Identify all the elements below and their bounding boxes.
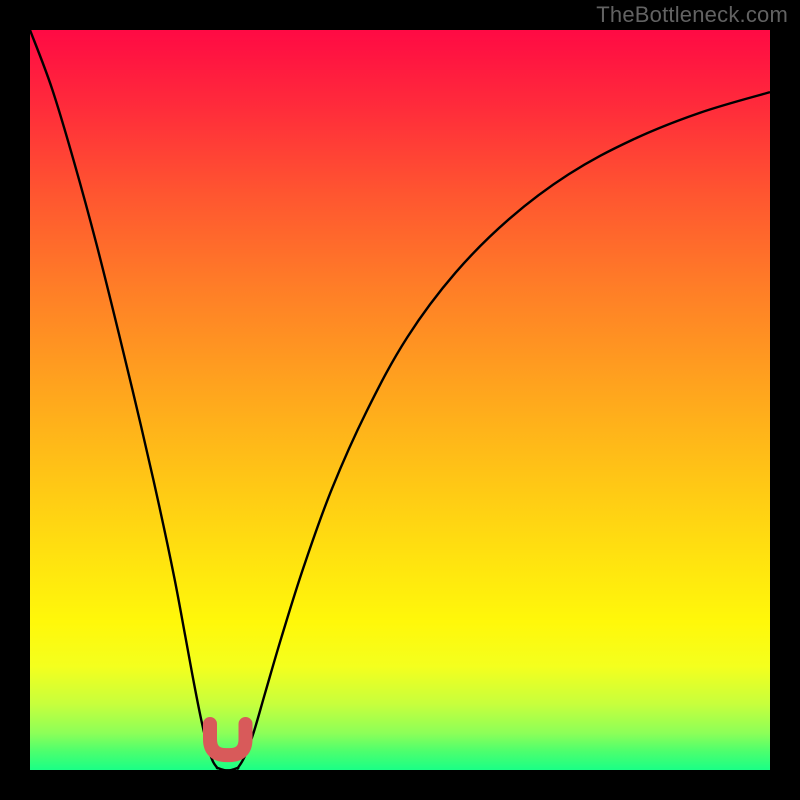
- curve-line: [30, 30, 770, 770]
- plot-area: [30, 30, 770, 770]
- bottleneck-chart: TheBottleneck.com: [0, 0, 800, 800]
- watermark-text: TheBottleneck.com: [596, 2, 788, 28]
- bottleneck-curve: [30, 30, 770, 770]
